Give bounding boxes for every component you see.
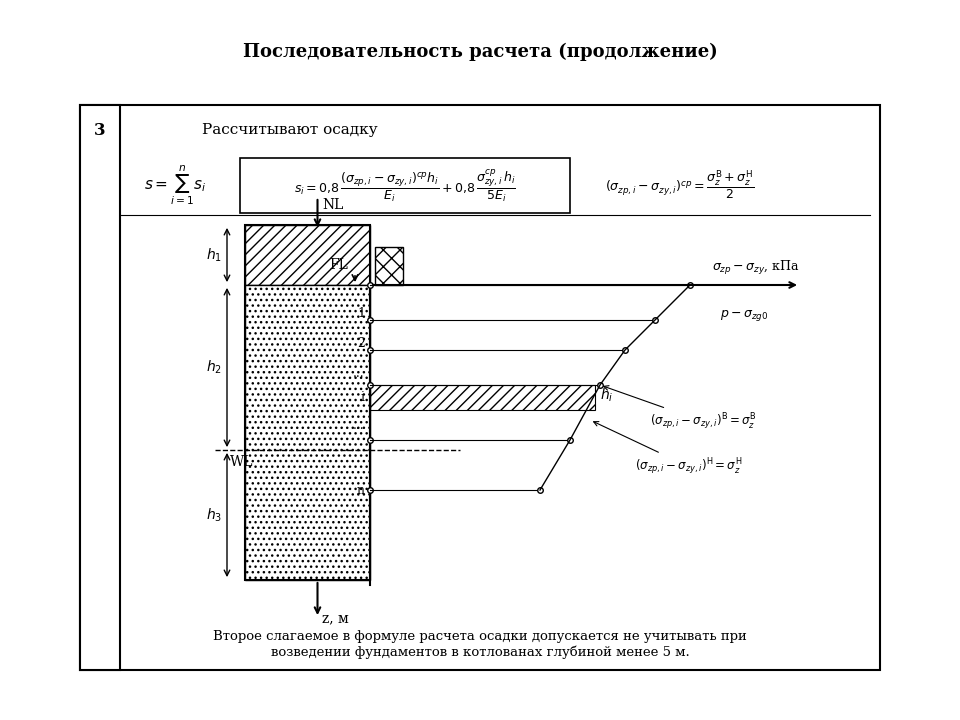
- Text: 1: 1: [357, 307, 365, 320]
- Text: z, м: z, м: [323, 611, 349, 625]
- Bar: [80, 105, 880, 670]
- Text: $h_2$: $h_2$: [206, 359, 222, 376]
- Text: $h_1$: $h_1$: [206, 246, 222, 264]
- Bar: [245, 285, 370, 580]
- Text: $\left(\sigma_{zp,i} - \sigma_{zy,i}\right)^{\text{H}} = \sigma^{\text{H}}_z$: $\left(\sigma_{zp,i} - \sigma_{zy,i}\rig…: [593, 422, 742, 477]
- Text: 3: 3: [94, 122, 106, 138]
- Text: ...: ...: [353, 366, 365, 379]
- Bar: [245, 225, 370, 285]
- Text: $\left(\sigma_{zp,i} - \sigma_{zy,i}\right)^{cp} = \dfrac{\sigma^{\rm B}_z + \si: $\left(\sigma_{zp,i} - \sigma_{zy,i}\rig…: [606, 168, 755, 202]
- Bar: [245, 225, 370, 580]
- Text: $h_3$: $h_3$: [205, 506, 222, 523]
- Text: WL: WL: [230, 455, 253, 469]
- Text: 2: 2: [357, 336, 365, 349]
- Bar: [370, 385, 595, 410]
- Text: Последовательность расчета (продолжение): Последовательность расчета (продолжение): [243, 43, 717, 61]
- Text: Рассчитывают осадку: Рассчитывают осадку: [203, 123, 378, 137]
- Text: $p - \sigma_{zg0}$: $p - \sigma_{zg0}$: [720, 307, 768, 323]
- Text: $\sigma_{zp} - \sigma_{zy}$, кПа: $\sigma_{zp} - \sigma_{zy}$, кПа: [712, 259, 800, 277]
- Text: ...: ...: [353, 418, 365, 431]
- Text: n: n: [357, 484, 365, 497]
- Text: i: i: [361, 390, 365, 403]
- Text: $\left(\sigma_{zp,i} - \sigma_{zy,i}\right)^{\text{B}} = \sigma^{\text{B}}_z$: $\left(\sigma_{zp,i} - \sigma_{zy,i}\rig…: [604, 386, 756, 432]
- Bar: [240, 158, 570, 213]
- Text: $s = \sum_{i=1}^{n} s_i$: $s = \sum_{i=1}^{n} s_i$: [144, 163, 206, 207]
- Text: $h_i$: $h_i$: [600, 387, 613, 404]
- Text: $s_i = 0{,}8\,\dfrac{\left(\sigma_{zp,i} - \sigma_{zy,i}\right)^{cp} h_i}{E_i}+ : $s_i = 0{,}8\,\dfrac{\left(\sigma_{zp,i}…: [294, 167, 516, 204]
- Bar: [375, 247, 403, 285]
- Bar: [80, 105, 120, 670]
- Text: NL: NL: [323, 198, 344, 212]
- Text: FL: FL: [329, 258, 348, 272]
- Text: Второе слагаемое в формуле расчета осадки допускается не учитывать при
возведени: Второе слагаемое в формуле расчета осадк…: [213, 630, 747, 659]
